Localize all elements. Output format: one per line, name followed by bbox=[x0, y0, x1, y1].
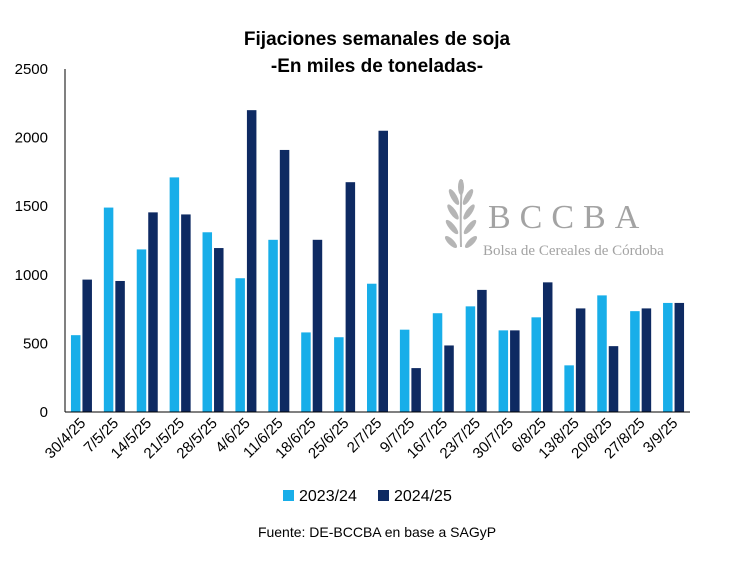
bar-2024-25-21-5-25 bbox=[181, 214, 191, 412]
bar-2023-24-30-4-25 bbox=[70, 335, 81, 412]
bar-2023-24-11-6-25 bbox=[268, 239, 278, 412]
source-note: Fuente: DE-BCCBA en base a SAGyP bbox=[258, 524, 496, 540]
bar-2023-24-2-7-25 bbox=[367, 283, 377, 412]
bar-2023-24-16-7-25 bbox=[432, 313, 443, 412]
bar-2023-24-18-6-25 bbox=[301, 332, 311, 412]
bar-2024-25-11-6-25 bbox=[279, 149, 290, 412]
bar-2023-24-13-8-25 bbox=[564, 365, 574, 412]
bar-2024-25-7-5-25 bbox=[115, 280, 125, 412]
bar-2024-25-30-4-25 bbox=[82, 279, 92, 412]
y-tick-label: 500 bbox=[23, 335, 48, 352]
bar-2024-25-23-7-25 bbox=[477, 289, 487, 412]
bar-2023-24-4-6-25 bbox=[235, 278, 245, 412]
bar-2024-25-30-7-25 bbox=[510, 330, 520, 412]
bar-2023-24-7-5-25 bbox=[103, 207, 114, 412]
bar-2023-24-23-7-25 bbox=[465, 306, 476, 412]
x-tick-label: 3/9/25 bbox=[640, 415, 682, 457]
bar-2024-25-18-6-25 bbox=[312, 239, 323, 412]
bar-2024-25-16-7-25 bbox=[444, 345, 454, 412]
chart-title: Fijaciones semanales de soja bbox=[244, 29, 511, 50]
y-axis-ticks: 0 500 1000 1500 2000 2500 bbox=[15, 61, 48, 421]
bar-2024-25-6-8-25 bbox=[542, 282, 553, 412]
x-tick-label: 30/4/25 bbox=[42, 415, 89, 462]
bccba-watermark: BCCBA Bolsa de Cereales de Córdoba bbox=[444, 179, 664, 259]
watermark-logo-text: BCCBA bbox=[488, 199, 648, 236]
x-tick-label: 2/7/25 bbox=[344, 415, 386, 457]
bar-2024-25-14-5-25 bbox=[148, 212, 158, 412]
bars-group bbox=[70, 110, 685, 413]
wheat-icon bbox=[444, 179, 478, 249]
bar-2023-24-21-5-25 bbox=[169, 177, 180, 412]
bar-2023-24-28-5-25 bbox=[202, 232, 213, 412]
watermark-logo-subtext: Bolsa de Cereales de Córdoba bbox=[483, 243, 664, 259]
bar-2023-24-27-8-25 bbox=[630, 311, 640, 412]
bar-2024-25-9-7-25 bbox=[411, 368, 421, 412]
bar-2024-25-13-8-25 bbox=[575, 308, 586, 412]
x-axis-ticks: 30/4/257/5/2514/5/2521/5/2528/5/254/6/25… bbox=[42, 415, 682, 462]
legend-label-2024-25: 2024/25 bbox=[394, 488, 452, 505]
legend-swatch-2024-25 bbox=[378, 490, 389, 501]
bar-2023-24-25-6-25 bbox=[334, 337, 344, 412]
legend: 2023/24 2024/25 bbox=[283, 488, 452, 505]
bar-2023-24-3-9-25 bbox=[663, 302, 673, 412]
y-tick-label: 1500 bbox=[15, 198, 48, 215]
bar-2024-25-28-5-25 bbox=[214, 248, 224, 412]
bar-2023-24-6-8-25 bbox=[531, 317, 541, 412]
bar-2023-24-9-7-25 bbox=[399, 329, 410, 412]
bar-2023-24-14-5-25 bbox=[136, 249, 147, 412]
bar-2023-24-20-8-25 bbox=[597, 295, 607, 412]
y-tick-label: 2500 bbox=[15, 61, 48, 78]
y-tick-label: 2000 bbox=[15, 130, 48, 147]
bar-2024-25-20-8-25 bbox=[608, 346, 619, 412]
chart-subtitle: -En miles de toneladas- bbox=[271, 56, 483, 77]
bar-2024-25-3-9-25 bbox=[674, 302, 685, 412]
bar-2024-25-4-6-25 bbox=[246, 110, 257, 412]
legend-label-2023-24: 2023/24 bbox=[299, 488, 357, 505]
y-tick-label: 1000 bbox=[15, 267, 48, 284]
bar-2024-25-2-7-25 bbox=[378, 130, 388, 413]
y-tick-label: 0 bbox=[40, 404, 48, 421]
bar-2024-25-25-6-25 bbox=[345, 182, 356, 412]
legend-swatch-2023-24 bbox=[283, 490, 294, 501]
bar-2024-25-27-8-25 bbox=[641, 308, 652, 412]
bar-2023-24-30-7-25 bbox=[498, 330, 509, 412]
